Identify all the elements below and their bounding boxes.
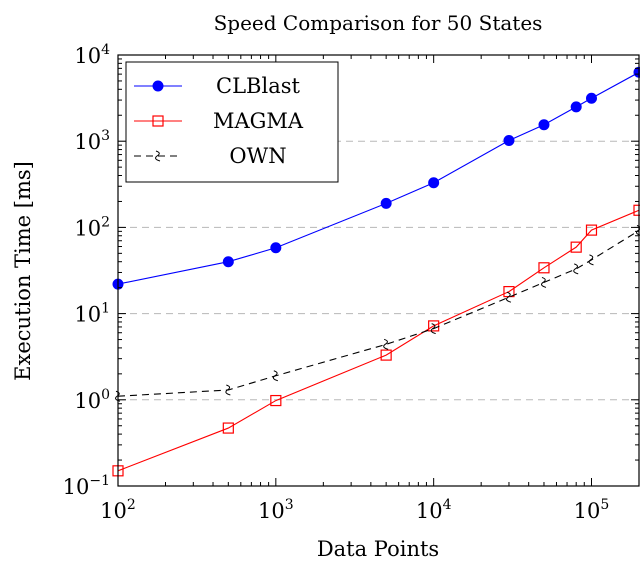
legend-marker-own bbox=[155, 150, 161, 162]
data-point-clblast bbox=[222, 256, 234, 268]
data-point-magma bbox=[380, 349, 392, 361]
data-point-own bbox=[506, 291, 512, 303]
chart-legend: CLBlast MAGMA OWN bbox=[125, 61, 339, 183]
data-point-own bbox=[573, 263, 579, 275]
data-point-magma bbox=[222, 422, 234, 434]
plot-frame bbox=[117, 54, 640, 487]
legend-label-magma: MAGMA bbox=[213, 109, 304, 133]
data-point-own bbox=[541, 276, 547, 288]
series-line-magma bbox=[117, 209, 640, 472]
chart-title: Speed Comparison for 50 States bbox=[214, 11, 543, 35]
x-axis-label: Data Points bbox=[317, 537, 439, 561]
data-point-magma bbox=[570, 241, 582, 253]
data-point-own bbox=[272, 370, 278, 382]
y-axis-label: Execution Time [ms] bbox=[11, 161, 35, 381]
legend-label-own: OWN bbox=[229, 144, 286, 168]
data-point-clblast bbox=[270, 242, 282, 254]
series-clblast bbox=[112, 66, 640, 290]
data-point-clblast bbox=[570, 101, 582, 113]
x-tick-label: 105 bbox=[574, 497, 610, 523]
data-point-clblast bbox=[380, 197, 392, 209]
series-line-clblast bbox=[117, 71, 640, 285]
data-point-clblast bbox=[538, 119, 550, 131]
data-point-magma bbox=[538, 262, 550, 274]
y-tick-label: 102 bbox=[74, 214, 110, 240]
data-point-magma bbox=[428, 320, 440, 332]
y-tick-label: 10−1 bbox=[63, 473, 110, 499]
data-point-own bbox=[588, 254, 594, 266]
series-own bbox=[115, 225, 640, 402]
x-tick-label: 102 bbox=[100, 497, 136, 523]
data-point-magma bbox=[585, 224, 598, 236]
y-tick-label: 104 bbox=[74, 42, 110, 68]
legend-marker-clblast bbox=[152, 80, 164, 92]
y-tick-label: 101 bbox=[74, 301, 110, 327]
data-point-own bbox=[225, 384, 231, 396]
data-point-own bbox=[430, 323, 436, 335]
data-point-clblast bbox=[585, 92, 597, 104]
x-tick-label: 104 bbox=[416, 497, 452, 523]
plot-series bbox=[112, 66, 640, 477]
data-point-own bbox=[383, 338, 389, 350]
legend-label-clblast: CLBlast bbox=[216, 74, 300, 98]
legend-marker-magma bbox=[152, 115, 164, 127]
series-line-own bbox=[117, 230, 640, 397]
data-point-magma bbox=[270, 394, 282, 407]
y-tick-label: 103 bbox=[74, 128, 110, 154]
y-tick-label: 100 bbox=[74, 387, 110, 413]
data-point-clblast bbox=[428, 177, 440, 189]
x-tick-label: 103 bbox=[258, 497, 294, 523]
series-magma bbox=[112, 204, 640, 477]
axis-ticks: 102 103 104 105 10−1 100 101 102 103 104 bbox=[63, 42, 640, 523]
data-point-clblast bbox=[503, 134, 515, 146]
